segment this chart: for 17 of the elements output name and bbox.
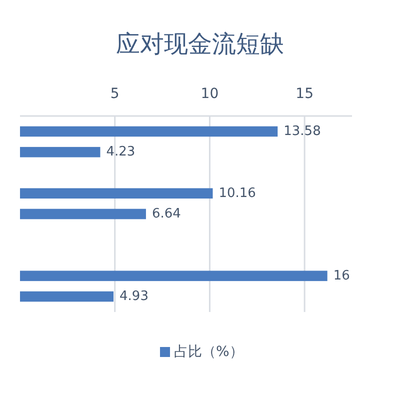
text: 4.23 <box>106 144 136 160</box>
x-tick-label: 10 <box>200 86 219 102</box>
bar <box>20 208 146 220</box>
bar <box>20 270 328 282</box>
bar <box>20 188 213 199</box>
bar <box>20 291 114 302</box>
legend-label: 占比（%） <box>174 344 244 360</box>
x-tick-label: 5 <box>110 86 120 102</box>
chart-title: 应对现金流短缺 <box>116 30 284 58</box>
bar <box>20 126 278 137</box>
x-tick-label: 15 <box>296 86 314 102</box>
text: 13.58 <box>284 124 321 139</box>
text: 4.93 <box>120 289 148 304</box>
text: 16 <box>333 268 350 284</box>
bar <box>20 146 100 158</box>
text: 10.16 <box>218 186 256 201</box>
text: 6.64 <box>152 206 181 222</box>
